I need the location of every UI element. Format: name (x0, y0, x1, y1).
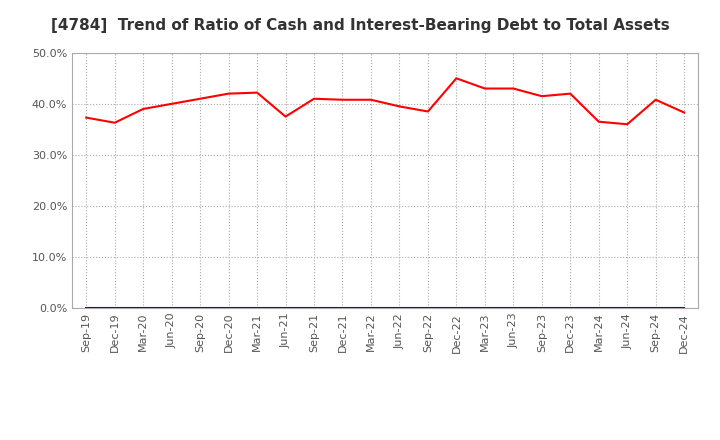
Cash (366, 97, 375, 103)
Interest-Bearing Debt (310, 305, 318, 311)
Cash (139, 106, 148, 112)
Cash (623, 121, 631, 127)
Interest-Bearing Debt (110, 305, 119, 311)
Interest-Bearing Debt (480, 305, 489, 311)
Interest-Bearing Debt (623, 305, 631, 311)
Cash (652, 97, 660, 103)
Interest-Bearing Debt (423, 305, 432, 311)
Interest-Bearing Debt (395, 305, 404, 311)
Cash (196, 96, 204, 101)
Cash (423, 109, 432, 114)
Cash (537, 94, 546, 99)
Cash (509, 86, 518, 91)
Cash (395, 104, 404, 109)
Interest-Bearing Debt (680, 305, 688, 311)
Cash (595, 119, 603, 125)
Cash (110, 120, 119, 125)
Interest-Bearing Debt (338, 305, 347, 311)
Interest-Bearing Debt (167, 305, 176, 311)
Interest-Bearing Debt (139, 305, 148, 311)
Interest-Bearing Debt (509, 305, 518, 311)
Cash (253, 90, 261, 95)
Interest-Bearing Debt (253, 305, 261, 311)
Line: Cash: Cash (86, 78, 684, 124)
Cash (338, 97, 347, 103)
Interest-Bearing Debt (452, 305, 461, 311)
Text: [4784]  Trend of Ratio of Cash and Interest-Bearing Debt to Total Assets: [4784] Trend of Ratio of Cash and Intere… (50, 18, 670, 33)
Interest-Bearing Debt (566, 305, 575, 311)
Cash (310, 96, 318, 101)
Cash (566, 91, 575, 96)
Interest-Bearing Debt (196, 305, 204, 311)
Cash (225, 91, 233, 96)
Interest-Bearing Debt (652, 305, 660, 311)
Interest-Bearing Debt (82, 305, 91, 311)
Cash (480, 86, 489, 91)
Cash (452, 76, 461, 81)
Interest-Bearing Debt (537, 305, 546, 311)
Interest-Bearing Debt (282, 305, 290, 311)
Interest-Bearing Debt (595, 305, 603, 311)
Interest-Bearing Debt (225, 305, 233, 311)
Interest-Bearing Debt (366, 305, 375, 311)
Cash (167, 101, 176, 106)
Cash (282, 114, 290, 119)
Cash (82, 115, 91, 120)
Cash (680, 110, 688, 115)
